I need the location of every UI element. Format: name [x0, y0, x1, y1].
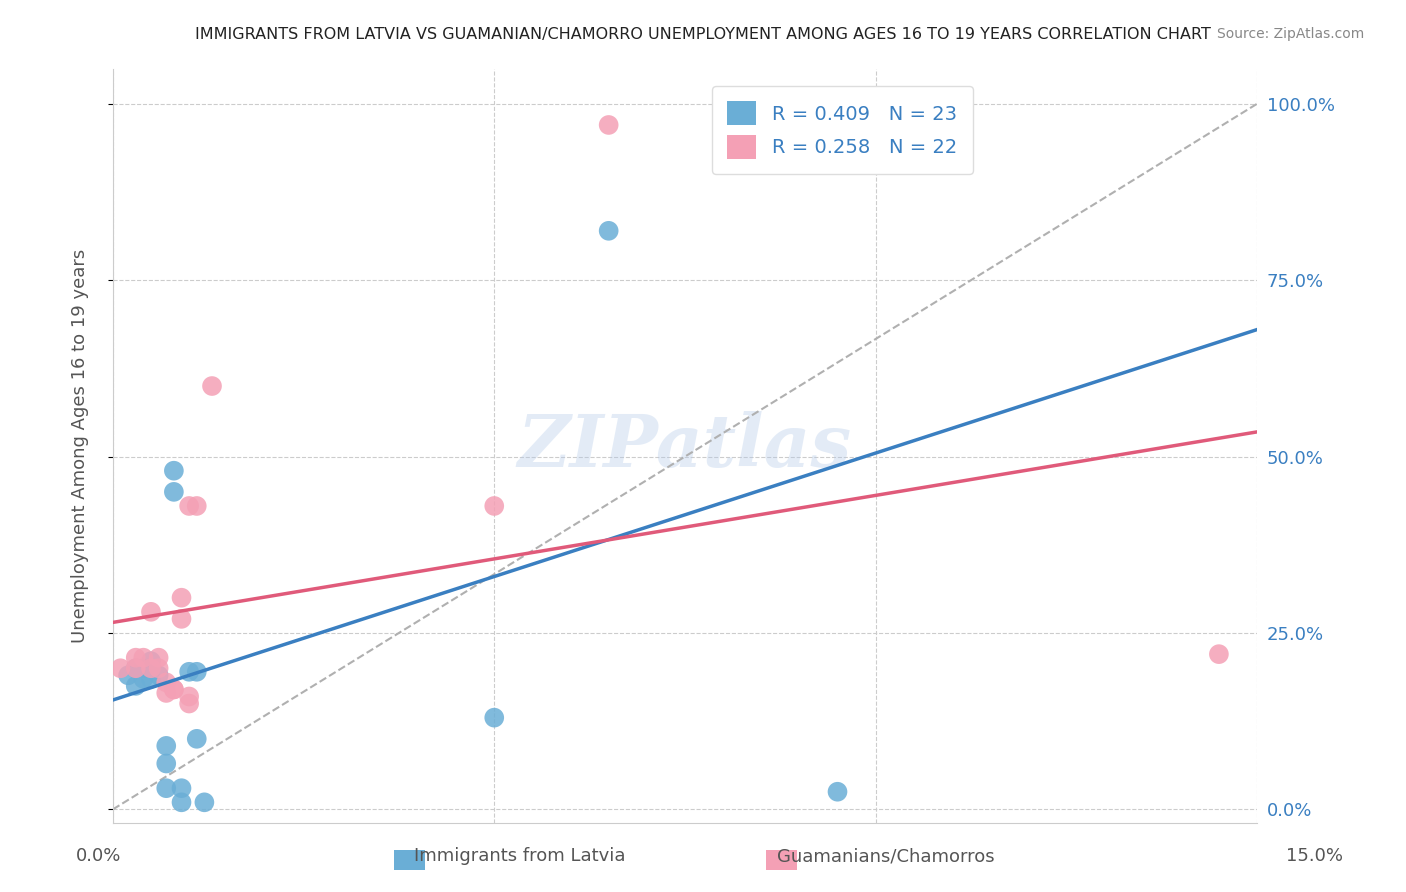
Text: IMMIGRANTS FROM LATVIA VS GUAMANIAN/CHAMORRO UNEMPLOYMENT AMONG AGES 16 TO 19 YE: IMMIGRANTS FROM LATVIA VS GUAMANIAN/CHAM…: [195, 27, 1211, 42]
Point: [139, 661, 162, 675]
Point: [125, 661, 148, 675]
Point: [148, 668, 170, 682]
Point: [179, 690, 201, 704]
Point: [155, 675, 177, 690]
Point: [132, 661, 155, 675]
Point: [484, 711, 506, 725]
Point: [125, 650, 148, 665]
Point: [598, 224, 620, 238]
Point: [170, 591, 193, 605]
Point: [110, 661, 132, 675]
Point: [598, 118, 620, 132]
Point: [170, 781, 193, 796]
Point: [484, 499, 506, 513]
Point: [179, 499, 201, 513]
Text: ZIPatlas: ZIPatlas: [517, 410, 852, 482]
Y-axis label: Unemployment Among Ages 16 to 19 years: Unemployment Among Ages 16 to 19 years: [72, 249, 89, 643]
Point: [163, 682, 186, 697]
Point: [170, 795, 193, 809]
Text: 0.0%: 0.0%: [76, 847, 121, 865]
Point: [186, 499, 208, 513]
Point: [132, 650, 155, 665]
Point: [186, 665, 208, 679]
Point: [125, 661, 148, 675]
Point: [139, 672, 162, 686]
Point: [117, 668, 139, 682]
Point: [179, 665, 201, 679]
Point: [163, 484, 186, 499]
Point: [139, 605, 162, 619]
Point: [1208, 647, 1230, 661]
Point: [139, 661, 162, 675]
Text: Source: ZipAtlas.com: Source: ZipAtlas.com: [1216, 27, 1364, 41]
Point: [193, 795, 215, 809]
Point: [139, 654, 162, 668]
Text: 15.0%: 15.0%: [1286, 847, 1343, 865]
Point: [132, 672, 155, 686]
Point: [201, 379, 224, 393]
Point: [186, 731, 208, 746]
Text: Guamanians/Chamorros: Guamanians/Chamorros: [778, 847, 994, 865]
Point: [148, 650, 170, 665]
Point: [125, 679, 148, 693]
Legend: R = 0.409   N = 23, R = 0.258   N = 22: R = 0.409 N = 23, R = 0.258 N = 22: [711, 86, 973, 174]
Point: [179, 697, 201, 711]
Text: Immigrants from Latvia: Immigrants from Latvia: [415, 847, 626, 865]
Point: [170, 612, 193, 626]
Point: [163, 464, 186, 478]
Point: [155, 756, 177, 771]
Point: [155, 686, 177, 700]
Point: [163, 682, 186, 697]
Point: [148, 661, 170, 675]
Point: [155, 781, 177, 796]
Point: [155, 739, 177, 753]
Point: [827, 785, 849, 799]
